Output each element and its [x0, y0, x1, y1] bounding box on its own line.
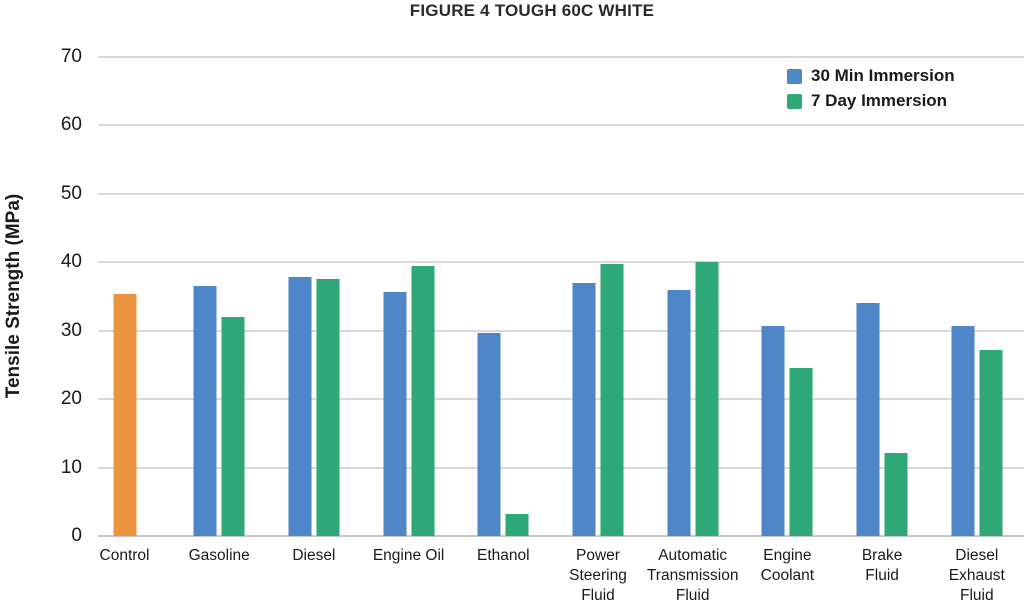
bar-automatic-transmission-fluid-7-day-immersion	[695, 262, 719, 536]
gridline-60	[98, 124, 1024, 127]
gridline-20	[98, 398, 1024, 401]
bar-diesel-30-min-immersion	[288, 277, 312, 536]
gridline-40	[98, 261, 1024, 264]
y-tick-label-70: 70	[60, 46, 82, 67]
bar-group-power-steering-fluid	[572, 263, 624, 536]
bar-engine-coolant-7-day-immersion	[789, 368, 813, 536]
legend-swatch-blue-icon	[787, 68, 802, 84]
legend-label-30-min-immersion: 30 Min Immersion	[811, 66, 955, 85]
bar-diesel-exhaust-fluid-30-min-immersion	[951, 325, 975, 536]
gridline-50	[98, 192, 1024, 195]
legend-item-7-day-immersion: 7 Day Immersion	[787, 91, 955, 111]
bar-group-gasoline	[193, 285, 245, 536]
bar-diesel-exhaust-fluid-7-day-immersion	[979, 349, 1003, 536]
legend-label-7-day-immersion: 7 Day Immersion	[811, 91, 948, 110]
bar-group-automatic-transmission-fluid	[667, 262, 719, 536]
bar-power-steering-fluid-30-min-immersion	[572, 282, 596, 536]
x-tick-label-diesel-exhaust-fluid: Diesel Exhaust Fluid	[948, 547, 1005, 604]
x-tick-label-engine-coolant: Engine Coolant	[760, 547, 815, 584]
bar-group-brake-fluid	[856, 303, 908, 536]
x-tick-label-control: Control	[99, 547, 150, 564]
x-tick-label-ethanol: Ethanol	[477, 547, 530, 564]
bar-diesel-7-day-immersion	[316, 279, 340, 536]
gridline-10	[98, 466, 1024, 469]
legend-swatch-green-icon	[787, 93, 802, 109]
gridline-30	[98, 329, 1024, 332]
y-tick-label-30: 30	[60, 319, 82, 341]
x-axis-line	[98, 535, 1024, 537]
bar-group-diesel	[288, 277, 340, 536]
x-tick-label-power-steering-fluid: Power Steering Fluid	[569, 547, 627, 604]
y-tick-label-40: 40	[60, 251, 82, 273]
bar-group-engine-oil	[383, 265, 435, 536]
bar-brake-fluid-30-min-immersion	[856, 303, 880, 536]
x-tick-label-brake-fluid: Brake Fluid	[861, 547, 903, 584]
y-tick-label-0: 0	[71, 525, 82, 546]
bar-automatic-transmission-fluid-30-min-immersion	[667, 290, 691, 536]
bar-power-steering-fluid-7-day-immersion	[600, 263, 624, 536]
bar-group-diesel-exhaust-fluid	[951, 325, 1003, 536]
bar-brake-fluid-7-day-immersion	[884, 452, 908, 536]
bar-gasoline-30-min-immersion	[193, 285, 217, 536]
legend-item-30-min-immersion: 30 Min Immersion	[787, 66, 955, 86]
y-tick-label-60: 60	[60, 114, 82, 136]
x-tick-label-automatic-transmission-fluid: Automatic Transmission Fluid	[646, 547, 739, 604]
bar-engine-oil-30-min-immersion	[383, 291, 407, 536]
bar-group-control	[113, 294, 136, 536]
bar-ethanol-7-day-immersion	[505, 514, 529, 536]
bar-gasoline-7-day-immersion	[221, 317, 245, 536]
y-tick-label-50: 50	[60, 182, 82, 204]
bar-engine-coolant-30-min-immersion	[761, 325, 785, 536]
bar-control-control	[113, 294, 136, 536]
bar-group-ethanol	[477, 332, 529, 536]
y-tick-label-10: 10	[60, 456, 82, 478]
bar-group-engine-coolant	[761, 325, 813, 536]
x-tick-label-engine-oil: Engine Oil	[372, 547, 445, 564]
gridline-70	[98, 56, 1024, 58]
bar-ethanol-30-min-immersion	[477, 332, 501, 536]
legend: 30 Min Immersion 7 Day Immersion	[787, 66, 955, 111]
chart-title: FIGURE 4 TOUGH 60C WHITE	[409, 1, 655, 20]
x-tick-label-diesel: Diesel	[292, 547, 336, 564]
y-axis-title: Tensile Strength (MPa)	[3, 193, 24, 399]
y-tick-label-20: 20	[60, 388, 82, 410]
x-tick-label-gasoline: Gasoline	[188, 547, 250, 564]
bar-engine-oil-7-day-immersion	[411, 265, 435, 536]
